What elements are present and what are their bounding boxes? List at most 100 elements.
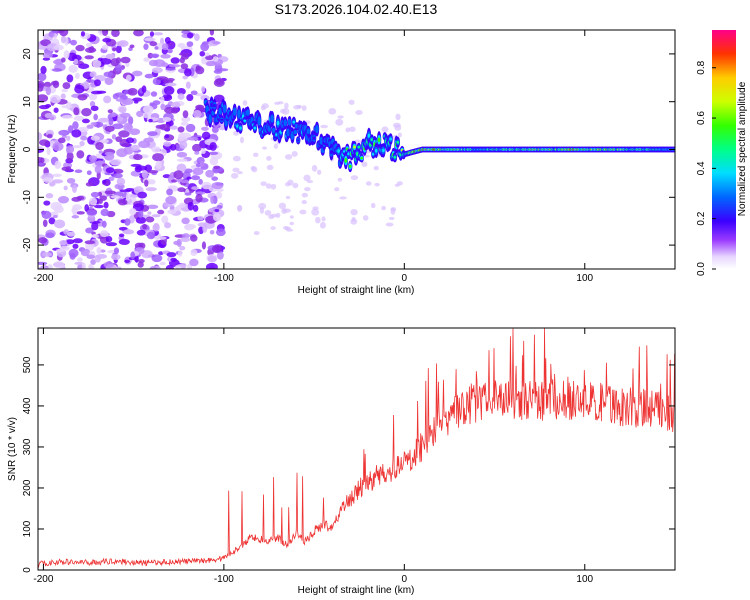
- noise-blob: [57, 196, 70, 204]
- noise-blob: [83, 80, 89, 88]
- noise-blob: [93, 113, 98, 121]
- noise-blob: [185, 123, 196, 133]
- snr-y-label: SNR (10 * v/v): [7, 417, 18, 481]
- noise-blob: [184, 168, 193, 174]
- noise-blob: [125, 74, 132, 82]
- noise-blob: [177, 250, 183, 257]
- snr-x-tick-label: -100: [214, 574, 234, 585]
- noise-blob: [181, 217, 190, 225]
- noise-blob: [94, 165, 102, 174]
- spectrogram-x-tick-label: 100: [576, 273, 593, 284]
- noise-blob: [107, 109, 113, 114]
- colorbar-tick-label: 0.4: [696, 161, 707, 175]
- noise-blob: [153, 59, 166, 67]
- faint-blob: [284, 102, 289, 110]
- noise-blob: [40, 65, 47, 74]
- snr-y-tick-label: 100: [22, 520, 33, 537]
- noise-blob: [130, 163, 142, 167]
- noise-blob: [164, 222, 172, 229]
- noise-blob: [184, 192, 192, 196]
- ridge-core: [293, 131, 297, 134]
- chart-title: S173.2026.104.02.40.E13: [275, 1, 438, 17]
- noise-blob: [161, 43, 169, 51]
- noise-blob: [90, 259, 96, 265]
- spectrogram-y-tick-label: -10: [22, 190, 33, 205]
- noise-blob: [170, 257, 177, 263]
- noise-blob: [60, 93, 66, 100]
- noise-blob: [137, 261, 144, 268]
- faint-blob: [281, 108, 290, 115]
- snr-axes: -200 -100 0 100 0 100 200 300 400 500: [22, 328, 675, 585]
- noise-blob: [196, 136, 202, 141]
- noise-blob: [110, 195, 120, 199]
- noise-blob: [101, 220, 107, 228]
- noise-blob: [115, 41, 126, 47]
- noise-blob: [38, 104, 50, 110]
- noise-blob: [103, 261, 114, 268]
- noise-blob: [54, 160, 62, 169]
- noise-blob: [80, 135, 88, 141]
- noise-blob: [155, 124, 166, 129]
- noise-blob: [90, 105, 99, 112]
- ridge-core: [205, 107, 209, 112]
- noise-blob: [167, 48, 173, 54]
- faint-blob: [301, 105, 307, 111]
- faint-blob: [350, 218, 358, 225]
- noise-blob: [168, 64, 181, 68]
- noise-blob: [104, 190, 116, 195]
- noise-blob: [125, 137, 135, 144]
- noise-blob: [66, 74, 74, 83]
- noise-blob: [211, 182, 224, 190]
- noise-blob: [190, 90, 198, 96]
- noise-blob: [72, 204, 82, 211]
- faint-blob: [270, 183, 277, 190]
- noise-blob: [186, 32, 194, 39]
- noise-blob: [42, 57, 51, 61]
- noise-blob: [176, 88, 186, 95]
- spectrogram-heatmap: [38, 30, 675, 269]
- noise-blob: [48, 33, 55, 38]
- noise-blob: [178, 52, 190, 56]
- noise-blob: [73, 107, 80, 116]
- faint-blob: [397, 132, 402, 138]
- noise-blob: [102, 37, 112, 43]
- ridge-core: [344, 158, 348, 163]
- noise-blob: [90, 122, 97, 126]
- noise-blob: [70, 39, 77, 46]
- noise-blob: [89, 71, 97, 78]
- noise-blob: [66, 239, 75, 245]
- noise-blob: [61, 166, 70, 171]
- faint-blob: [258, 202, 267, 210]
- noise-blob: [166, 252, 177, 258]
- noise-blob: [191, 186, 199, 190]
- faint-blob: [230, 172, 239, 179]
- noise-blob: [177, 187, 186, 193]
- noise-blob: [157, 236, 167, 240]
- ridge-core: [295, 125, 299, 128]
- noise-blob: [115, 136, 123, 143]
- noise-blob: [100, 208, 110, 217]
- noise-blob: [180, 63, 189, 70]
- snr-y-tick-label: 500: [22, 356, 33, 373]
- noise-blob: [116, 266, 122, 269]
- noise-blob: [206, 60, 218, 67]
- noise-blob: [148, 118, 153, 123]
- noise-blob: [46, 147, 51, 156]
- noise-blob: [46, 134, 53, 139]
- noise-blob: [104, 125, 115, 132]
- noise-blob: [199, 160, 205, 167]
- faint-blob: [381, 205, 386, 211]
- ridge-core: [211, 111, 215, 115]
- faint-blob: [277, 101, 284, 105]
- faint-blob: [284, 154, 293, 160]
- noise-blob: [94, 204, 104, 209]
- noise-blob: [97, 57, 104, 61]
- ridge-core: [270, 116, 274, 121]
- noise-blob: [137, 191, 148, 199]
- faint-blob: [270, 226, 276, 230]
- noise-blob: [173, 240, 181, 246]
- noise-blob: [165, 67, 176, 71]
- noise-blob: [85, 227, 94, 234]
- noise-blob: [85, 79, 96, 83]
